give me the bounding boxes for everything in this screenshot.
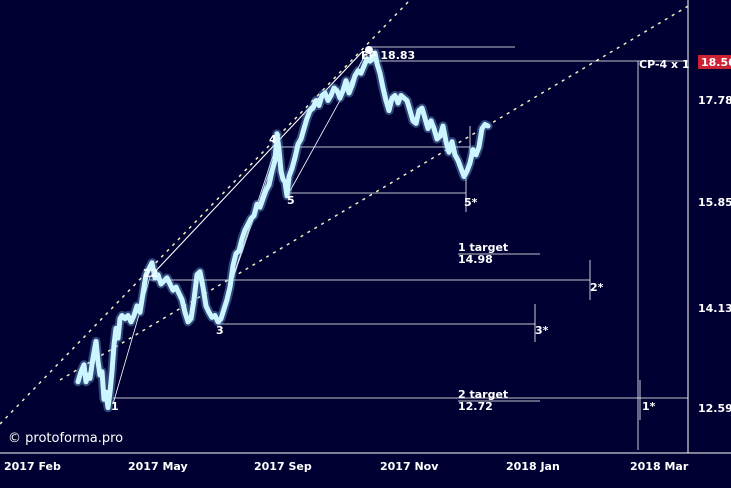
x-tick-label: 2017 Sep: [254, 460, 312, 473]
ep-marker: [365, 46, 373, 54]
target-2-title: 2 target: [458, 388, 508, 401]
y-tick-label: 17.78: [698, 94, 731, 107]
x-tick-label: 2017 Nov: [380, 460, 439, 473]
point-label-4: 4: [269, 133, 277, 146]
x-tick-label: 2018 Jan: [506, 460, 560, 473]
target-1-value: 14.98: [458, 253, 493, 266]
pattern-line: [149, 51, 363, 278]
x-tick-label: 2017 Feb: [4, 460, 61, 473]
current-price-box: [698, 55, 731, 69]
channel-lower-line: [59, 4, 691, 381]
cp-label: CP-4 x 1: [639, 58, 690, 71]
channel-upper-line: [0, 0, 411, 425]
point-label-3-star: 3*: [535, 324, 549, 337]
point-label-3: 3: [216, 324, 224, 337]
point-label-5-star: 5*: [464, 196, 478, 209]
point-label-5: 5: [287, 194, 295, 207]
current-price-label: 18.56: [701, 56, 731, 69]
target-2-value: 12.72: [458, 400, 493, 413]
point-label-1-star: 1*: [642, 400, 656, 413]
point-label-22: 22: [143, 267, 158, 280]
y-tick-label: 12.59: [698, 402, 731, 415]
y-tick-label: 14.13: [698, 302, 731, 315]
point-label-1: 1: [111, 400, 119, 413]
x-tick-label: 2018 Mar: [630, 460, 689, 473]
watermark: © protoforma.pro: [8, 431, 123, 446]
y-tick-label: 15.85: [698, 196, 731, 209]
price-line: [75, 50, 491, 411]
point-label-ep: EP 18.83: [361, 49, 415, 62]
x-tick-label: 2017 May: [128, 460, 188, 473]
target-1-title: 1 target: [458, 241, 508, 254]
point-label-2-star: 2*: [590, 281, 604, 294]
